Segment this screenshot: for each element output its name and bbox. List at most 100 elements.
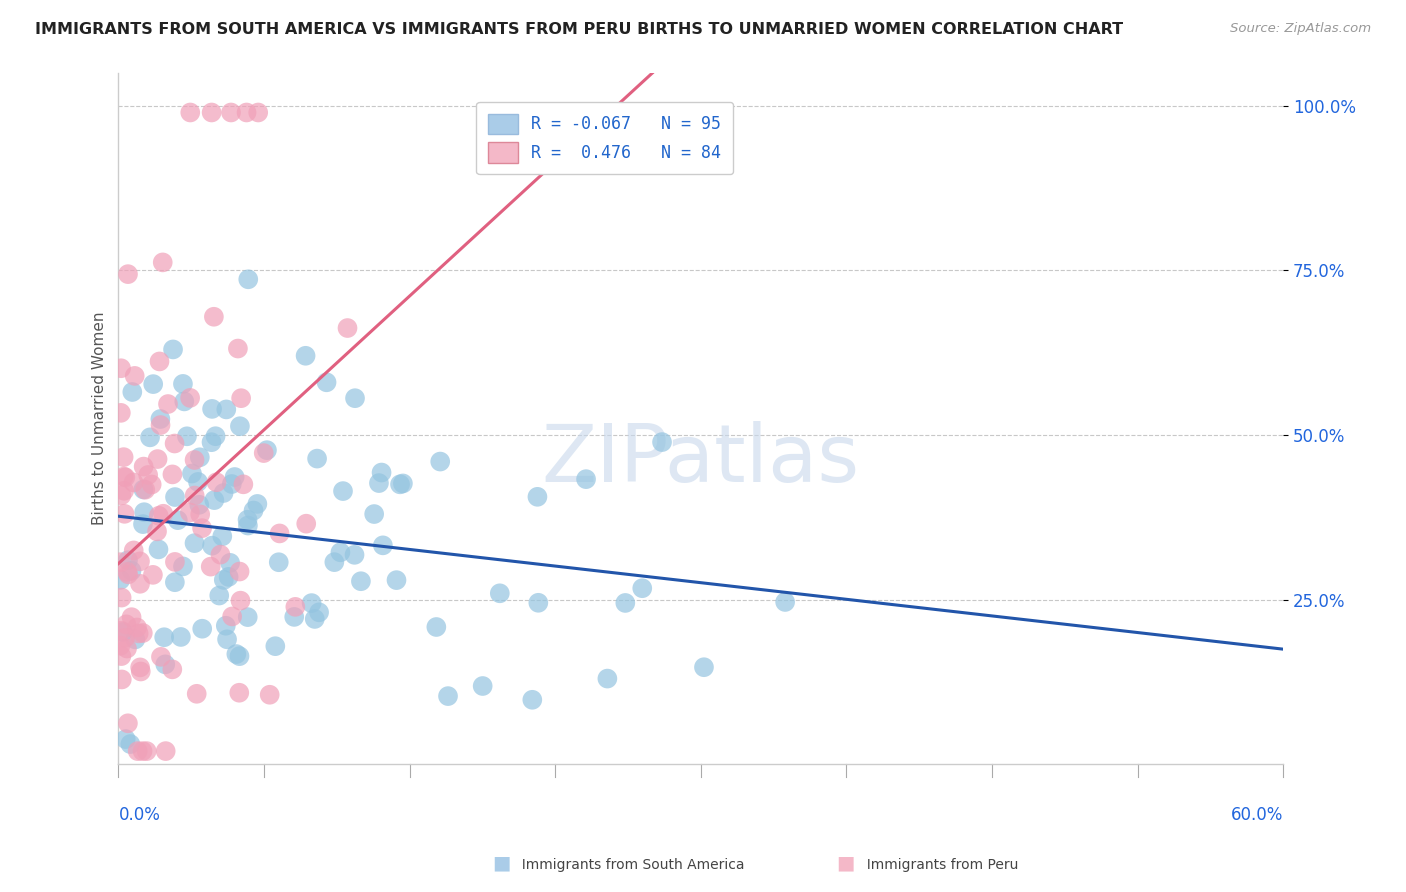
Point	[225, 647, 247, 661]
Text: Immigrants from Peru: Immigrants from Peru	[858, 858, 1018, 872]
Point	[202, 310, 225, 324]
Point	[148, 508, 170, 523]
Point	[110, 555, 132, 569]
Point	[149, 649, 172, 664]
Point	[183, 536, 205, 550]
Point	[134, 483, 156, 497]
Point	[236, 513, 259, 527]
Text: ■: ■	[492, 854, 510, 872]
Point	[134, 505, 156, 519]
Point	[117, 553, 139, 567]
Point	[212, 486, 235, 500]
Point	[269, 526, 291, 541]
Point	[242, 503, 264, 517]
Point	[211, 529, 233, 543]
Point	[363, 507, 385, 521]
Point	[148, 354, 170, 368]
Y-axis label: Births to Unmarried Women: Births to Unmarried Women	[93, 312, 107, 525]
Point	[110, 639, 132, 653]
Point	[121, 384, 143, 399]
Point	[110, 406, 132, 420]
Point	[179, 391, 201, 405]
Point	[114, 507, 136, 521]
Point	[142, 377, 165, 392]
Point	[183, 489, 205, 503]
Point	[226, 342, 249, 356]
Point	[172, 559, 194, 574]
Point	[429, 454, 451, 468]
Point	[228, 649, 250, 664]
Point	[114, 631, 136, 645]
Point	[111, 591, 134, 605]
Point	[148, 542, 170, 557]
Point	[170, 630, 193, 644]
Point	[155, 657, 177, 672]
Point	[124, 632, 146, 647]
Point	[471, 679, 494, 693]
Point	[188, 450, 211, 465]
Point	[112, 483, 135, 498]
Point	[488, 586, 510, 600]
Point	[308, 605, 330, 619]
Point	[522, 693, 544, 707]
Point	[111, 673, 134, 687]
Point	[117, 567, 139, 582]
Point	[219, 105, 242, 120]
Point	[773, 595, 796, 609]
Point	[120, 737, 142, 751]
Point	[370, 466, 392, 480]
Point	[224, 470, 246, 484]
Point	[129, 576, 152, 591]
Point	[188, 498, 211, 512]
Point	[181, 467, 204, 481]
Point	[204, 429, 226, 443]
Text: Source: ZipAtlas.com: Source: ZipAtlas.com	[1230, 22, 1371, 36]
Point	[253, 446, 276, 460]
Text: ■: ■	[837, 854, 855, 872]
Point	[201, 401, 224, 416]
Point	[128, 626, 150, 640]
Point	[124, 368, 146, 383]
Point	[200, 559, 222, 574]
Point	[295, 516, 318, 531]
Point	[315, 376, 337, 390]
Point	[350, 574, 373, 589]
Point	[229, 419, 252, 434]
Point	[425, 620, 447, 634]
Point	[125, 620, 148, 634]
Point	[437, 689, 460, 703]
Point	[614, 596, 637, 610]
Point	[343, 548, 366, 562]
Point	[149, 418, 172, 433]
Point	[114, 732, 136, 747]
Point	[307, 451, 329, 466]
Text: 0.0%: 0.0%	[118, 805, 160, 823]
Point	[304, 612, 326, 626]
Legend: R = -0.067   N = 95, R =  0.476   N = 84: R = -0.067 N = 95, R = 0.476 N = 84	[477, 102, 733, 174]
Point	[221, 609, 243, 624]
Point	[631, 581, 654, 595]
Point	[200, 435, 222, 450]
Point	[202, 493, 225, 508]
Point	[267, 555, 290, 569]
Point	[115, 641, 138, 656]
Point	[129, 665, 152, 679]
Point	[344, 391, 367, 405]
Point	[179, 105, 201, 120]
Point	[114, 470, 136, 484]
Point	[176, 429, 198, 443]
Point	[209, 548, 232, 562]
Point	[215, 402, 238, 417]
Point	[163, 436, 186, 450]
Point	[179, 506, 201, 520]
Point	[132, 483, 155, 497]
Point	[152, 255, 174, 269]
Point	[371, 538, 394, 552]
Point	[294, 349, 316, 363]
Point	[163, 575, 186, 590]
Point	[208, 589, 231, 603]
Point	[323, 555, 346, 569]
Point	[218, 570, 240, 584]
Point	[575, 472, 598, 486]
Point	[112, 450, 135, 464]
